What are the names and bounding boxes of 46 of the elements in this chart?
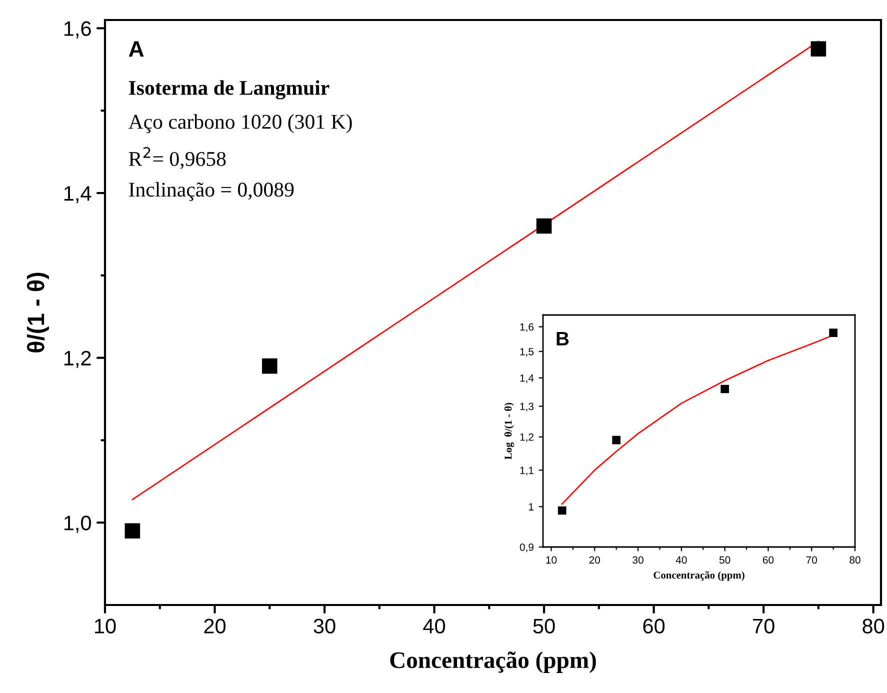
y-tick-label: 1,4	[520, 374, 534, 383]
x-tick-label: 30	[632, 556, 644, 564]
y-tick-label: 1,2	[64, 350, 91, 368]
y-tick-label: 1,3	[520, 402, 534, 412]
point	[829, 328, 838, 337]
point	[262, 358, 278, 374]
annotation: Aço carbono 1020 (301 K)	[128, 114, 352, 134]
x-tick-label: 50	[719, 556, 730, 564]
y-tick-label: 1,0	[64, 516, 91, 533]
y-axis-title: Log θ/(1 - θ)	[504, 402, 514, 460]
y-tick-label: 1,2	[520, 433, 534, 442]
x-tick-label: 80	[862, 618, 884, 634]
x-tick-label: 60	[643, 618, 665, 634]
annotation: Inclinação = 0,0089	[129, 182, 294, 201]
y-tick-label: 1,6	[520, 323, 534, 332]
x-tick-label: 70	[806, 556, 817, 564]
y-tick-label: 1,1	[520, 466, 534, 476]
x-tick-label: 50	[533, 618, 555, 634]
point	[536, 218, 552, 234]
x-tick-label: 40	[676, 556, 687, 564]
x-tick-label: 80	[850, 556, 860, 564]
x-tick-label: 30	[314, 618, 336, 634]
x-tick-label: 20	[204, 618, 226, 634]
x-tick-label: 70	[753, 618, 774, 634]
y-tick-label: 1,4	[64, 186, 92, 204]
point	[810, 41, 826, 56]
annotation: B	[556, 332, 569, 346]
y-tick-label: 1,5	[520, 348, 534, 357]
y-tick-label: 1,6	[64, 21, 91, 38]
y-tick-label: 0,9	[520, 544, 534, 552]
x-tick-label: 60	[762, 556, 774, 564]
annotation: R$^{2}$= 0,9658	[128, 147, 226, 170]
annotation: A	[128, 41, 144, 57]
point	[720, 384, 729, 394]
annotation: Isoterma de Langmuir	[128, 80, 330, 100]
x-tick-label: 10	[95, 618, 116, 634]
x-tick-label: 40	[423, 618, 446, 634]
point	[124, 523, 140, 538]
x-axis-title: Concentração (ppm)	[654, 571, 744, 581]
point	[558, 506, 566, 515]
x-axis-title: Concentração (ppm)	[390, 652, 596, 673]
x-tick-label: 10	[546, 556, 557, 564]
x-tick-label: 20	[589, 556, 600, 564]
point	[612, 436, 620, 444]
y-tick-label: 1	[528, 503, 534, 510]
y-axis-title: θ/(1 - θ)	[26, 272, 49, 352]
